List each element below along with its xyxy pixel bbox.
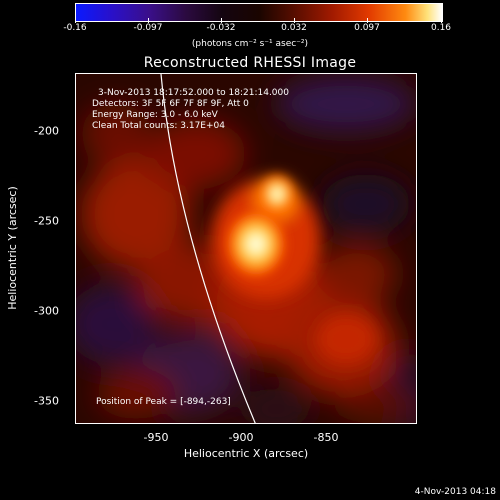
x-axis-label: Heliocentric X (arcsec) xyxy=(183,447,309,460)
background-structure xyxy=(76,76,416,423)
colorbar-tickmark xyxy=(221,18,222,23)
peak-position-label: Position of Peak = [-894,-263] xyxy=(96,397,231,407)
y-tick-label: -300 xyxy=(34,304,59,318)
colorbar-tickmark xyxy=(294,18,295,23)
y-tick-label: -200 xyxy=(34,124,59,138)
colorbar-tick-label: -0.16 xyxy=(63,23,87,33)
y-tick-label: -350 xyxy=(34,394,59,408)
rhessi-image: 3-Nov-2013 18:17:52.000 to 18:21:14.000 … xyxy=(75,73,417,424)
colorbar-tick-label: 0.097 xyxy=(354,23,380,33)
colorbar-tickmark xyxy=(441,18,442,23)
colorbar-tickmark xyxy=(148,18,149,23)
footer-timestamp: 4-Nov-2013 04:18 xyxy=(414,487,496,497)
image-title: Reconstructed RHESSI Image xyxy=(143,55,357,71)
colorbar xyxy=(75,3,443,22)
x-tick-label: -950 xyxy=(143,431,169,444)
time-range-label: 3-Nov-2013 18:17:52.000 to 18:21:14.000 xyxy=(98,88,289,98)
colorbar-tickmark xyxy=(367,18,368,23)
solar-limb-line xyxy=(160,74,256,423)
y-axis-label: Heliocentric Y (arcsec) xyxy=(6,186,19,310)
colorbar-tick-label: -0.032 xyxy=(206,23,236,33)
colorbar-tickmark xyxy=(75,18,76,23)
colorbar-tick-label: 0.032 xyxy=(281,23,307,33)
colorbar-tick-label: -0.097 xyxy=(133,23,163,33)
flare-core xyxy=(224,174,295,280)
detectors-label: Detectors: 3F 5F 6F 7F 8F 9F, Att 0 xyxy=(92,99,249,109)
y-tick-label: -250 xyxy=(34,214,59,228)
energy-range-label: Energy Range: 3.0 - 6.0 keV xyxy=(92,110,218,120)
x-tick-label: -900 xyxy=(228,431,254,444)
colorbar-units: (photons cm⁻² s⁻¹ asec⁻²) xyxy=(191,39,309,49)
clean-counts-label: Clean Total counts: 3.17E+04 xyxy=(92,121,225,131)
colorbar-tick-label: 0.16 xyxy=(430,23,452,33)
image-canvas xyxy=(76,74,416,423)
x-tick-label: -850 xyxy=(313,431,339,444)
